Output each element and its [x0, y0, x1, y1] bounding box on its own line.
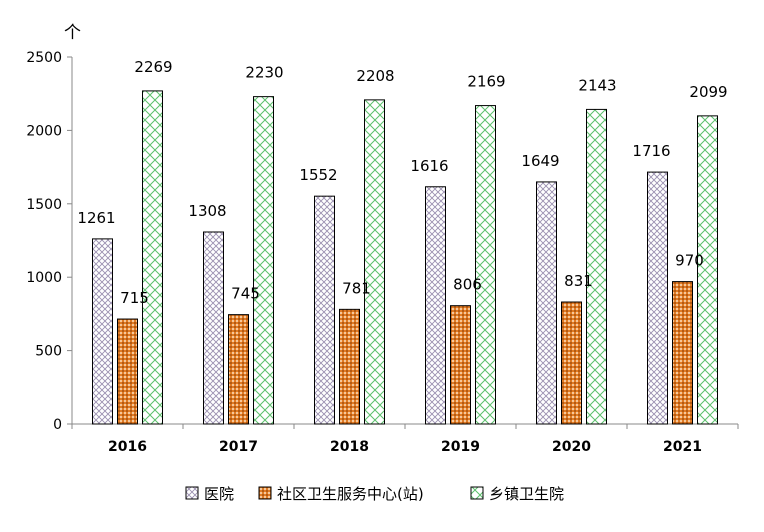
data-label: 1261 [77, 209, 115, 227]
x-tick-label: 2021 [663, 439, 702, 455]
bar-series-1-2019 [450, 305, 471, 425]
legend-label-0: 医院 [204, 485, 234, 503]
data-label: 1649 [521, 152, 559, 170]
y-tick-label: 1500 [26, 197, 62, 213]
data-label: 1716 [632, 142, 670, 160]
legend-swatch-2 [470, 486, 484, 500]
data-label: 1308 [188, 202, 226, 220]
bar-series-1-2021 [672, 281, 693, 425]
x-tick-label: 2019 [441, 439, 480, 455]
data-label: 2208 [356, 67, 394, 85]
bar-series-2-2019 [475, 105, 496, 425]
bar-series-2-2017 [253, 96, 274, 425]
bar-series-2-2020 [586, 108, 607, 425]
legend-swatch-1 [258, 486, 272, 500]
bar-series-0-2019 [425, 186, 446, 425]
data-label: 2143 [578, 76, 616, 94]
bar-series-0-2016 [92, 238, 113, 425]
legend-swatch-0 [185, 486, 199, 500]
x-tick-label: 2016 [108, 439, 147, 455]
x-tick-label: 2018 [330, 439, 369, 455]
y-tick-label: 2500 [26, 50, 62, 66]
x-tick-label: 2020 [552, 439, 591, 455]
y-tick-label: 2000 [26, 123, 62, 139]
bar-series-0-2018 [314, 195, 335, 425]
data-label: 745 [231, 285, 260, 303]
data-label: 715 [120, 289, 149, 307]
data-label: 2169 [467, 73, 505, 91]
bar-series-0-2017 [203, 231, 224, 425]
bar-series-0-2020 [536, 181, 557, 425]
legend-label-2: 乡镇卫生院 [489, 485, 564, 503]
data-label: 781 [342, 279, 371, 297]
y-unit-label: 个 [64, 23, 81, 43]
bar-series-1-2020 [561, 301, 582, 425]
data-label: 2269 [134, 58, 172, 76]
y-tick-label: 0 [53, 417, 62, 433]
bar-series-1-2017 [228, 314, 249, 425]
bar-series-2-2018 [364, 99, 385, 425]
bar-series-1-2016 [117, 318, 138, 425]
legend: 医院 社区卫生服务中心(站) 乡镇卫生院 [185, 485, 564, 503]
axes: 0 500 1000 1500 2000 2500 2016 2017 2018 2019 2020… [26, 50, 739, 455]
data-label: 1616 [410, 157, 448, 175]
bar-series-2-2016 [142, 90, 163, 425]
y-tick-label: 500 [35, 344, 62, 360]
y-tick-label: 1000 [26, 270, 62, 286]
bar-series-2-2021 [697, 115, 718, 425]
bars [92, 90, 718, 425]
data-label: 1552 [299, 166, 337, 184]
data-label: 2230 [245, 64, 283, 82]
data-label: 970 [675, 252, 704, 270]
data-labels: 1261 715 2269 1308 745 2230 1552 781 2208 1616 806… [77, 58, 727, 307]
bar-series-0-2021 [647, 171, 668, 425]
data-label: 806 [453, 276, 482, 294]
data-label: 831 [564, 272, 593, 290]
data-label: 2099 [689, 83, 727, 101]
legend-label-1: 社区卫生服务中心(站) [277, 485, 424, 503]
bar-series-1-2018 [339, 308, 360, 425]
x-tick-label: 2017 [219, 439, 258, 455]
